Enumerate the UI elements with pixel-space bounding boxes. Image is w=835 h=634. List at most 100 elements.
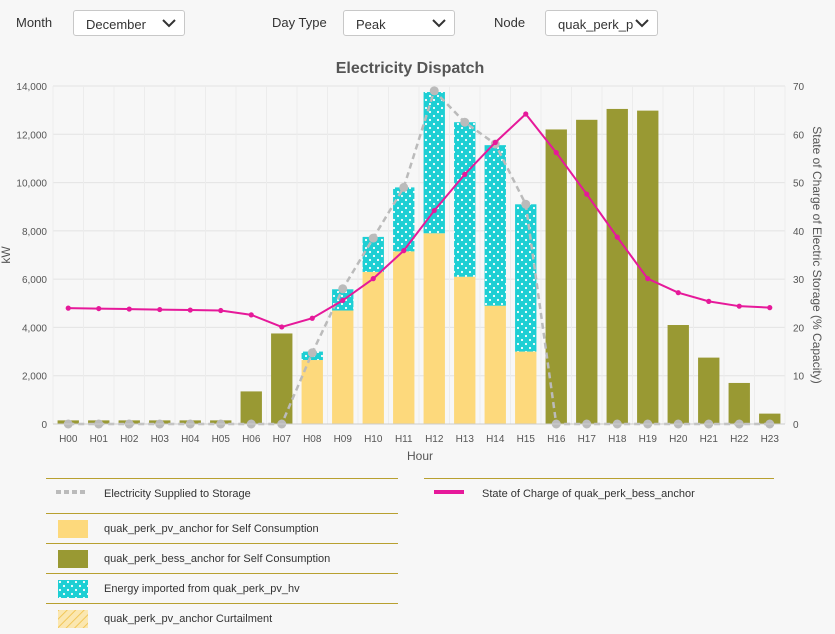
storage-point (338, 284, 348, 294)
y2-tick-label: 60 (793, 130, 805, 141)
y-tick-label: 12,000 (16, 130, 47, 141)
soc-point (431, 207, 437, 214)
soc-point (614, 234, 620, 240)
storage-line (68, 88, 770, 426)
soc-point (218, 307, 224, 314)
soc-point (706, 298, 712, 304)
x-tick-label: H15 (517, 434, 536, 445)
bar-segment (271, 333, 293, 424)
y2-tick-label: 10 (793, 372, 805, 383)
legend-item-soc[interactable]: State of Charge of quak_perk_bess_anchor (424, 478, 774, 509)
x-tick-label: H21 (700, 434, 719, 445)
daytype-label: Day Type (272, 15, 327, 30)
bar-segment (728, 382, 750, 424)
bess-self-swatch (58, 550, 88, 568)
bar-segment (332, 310, 354, 424)
node-select-value: quak_perk_p (558, 17, 634, 32)
soc-point (645, 276, 651, 282)
soc-point (736, 303, 742, 309)
soc-point (767, 305, 773, 311)
legend-label: quak_perk_bess_anchor for Self Consumpti… (104, 553, 331, 565)
bar-segment (576, 119, 598, 425)
dashed-line-swatch (56, 490, 86, 494)
node-label: Node (494, 15, 526, 30)
y-tick-label: 2,000 (22, 372, 47, 383)
soc-point (340, 297, 346, 303)
bar-segment (393, 251, 415, 424)
soc-point (126, 306, 132, 312)
x-tick-label: H10 (364, 434, 383, 445)
x-tick-label: H13 (456, 434, 475, 445)
imported-swatch (58, 580, 88, 598)
y2-tick-label: 40 (793, 227, 805, 238)
legend-item-pv-self[interactable]: quak_perk_pv_anchor for Self Consumption (46, 513, 398, 544)
bar-segment (515, 351, 537, 424)
y-tick-label: 14,000 (16, 82, 47, 93)
bar-segment (606, 108, 628, 424)
soc-point (187, 307, 193, 313)
soc-point (96, 305, 102, 312)
x-tick-label: H01 (90, 434, 109, 445)
x-tick-label: H16 (547, 434, 566, 445)
y-tick-label: 10,000 (16, 179, 47, 190)
bar-segment (698, 357, 720, 424)
x-tick-label: H18 (608, 434, 627, 445)
soc-point (157, 306, 163, 313)
bar-segment (759, 413, 781, 424)
curtailment-swatch (58, 610, 88, 628)
x-tick-label: H14 (486, 434, 505, 445)
storage-point (429, 86, 439, 96)
x-tick-label: H22 (730, 434, 749, 445)
pv-self-swatch (58, 520, 88, 538)
x-tick-label: H07 (273, 434, 292, 445)
legend-item-bess-self[interactable]: quak_perk_bess_anchor for Self Consumpti… (46, 543, 398, 574)
bar-segment (515, 204, 537, 352)
bar-segment (393, 187, 415, 252)
node-select[interactable]: quak_perk_p (545, 10, 658, 36)
legend-label: quak_perk_pv_anchor Curtailment (104, 613, 273, 625)
legend-item-storage[interactable]: Electricity Supplied to Storage (46, 478, 398, 509)
storage-point (460, 117, 470, 127)
soc-point (401, 248, 407, 254)
solid-line-swatch (434, 490, 464, 494)
soc-line (68, 112, 770, 329)
x-axis-label: Hour (407, 449, 433, 463)
bar-segment (423, 92, 445, 234)
soc-point (553, 150, 559, 156)
x-tick-label: H19 (639, 434, 658, 445)
bar-segment (667, 325, 689, 424)
x-tick-label: H00 (59, 434, 78, 445)
bar-segment (362, 271, 384, 424)
bar-segment (484, 145, 506, 306)
soc-point (65, 305, 71, 311)
daytype-select[interactable]: Peak (343, 10, 455, 36)
month-select[interactable]: December (73, 10, 185, 36)
bar-segment (301, 360, 323, 424)
soc-point (370, 276, 376, 282)
month-label: Month (16, 15, 53, 30)
x-tick-label: H11 (395, 434, 413, 445)
y2-tick-label: 20 (793, 323, 805, 334)
bar-segment (545, 129, 567, 424)
y-tick-label: 4,000 (22, 323, 47, 334)
soc-point (462, 171, 468, 177)
legend-item-imported[interactable]: Energy imported from quak_perk_pv_hv (46, 573, 398, 604)
storage-point (399, 182, 409, 192)
month-select-value: December (86, 17, 146, 32)
bar-segment (484, 305, 506, 424)
legend-label: Energy imported from quak_perk_pv_hv (104, 583, 300, 595)
soc-point (584, 191, 590, 197)
storage-point (521, 199, 531, 209)
y2-tick-label: 0 (793, 420, 799, 431)
bar-segment (454, 276, 476, 424)
legend-label: Electricity Supplied to Storage (104, 488, 251, 500)
legend-item-curtailment[interactable]: quak_perk_pv_anchor Curtailment (46, 603, 398, 634)
soc-point (279, 324, 285, 330)
bar-segment (423, 233, 445, 424)
y2-tick-label: 30 (793, 275, 805, 286)
bar-segment (240, 391, 262, 424)
soc-point (675, 290, 681, 296)
x-tick-label: H02 (120, 434, 139, 445)
bar-segment (454, 122, 476, 277)
x-tick-label: H20 (669, 434, 688, 445)
